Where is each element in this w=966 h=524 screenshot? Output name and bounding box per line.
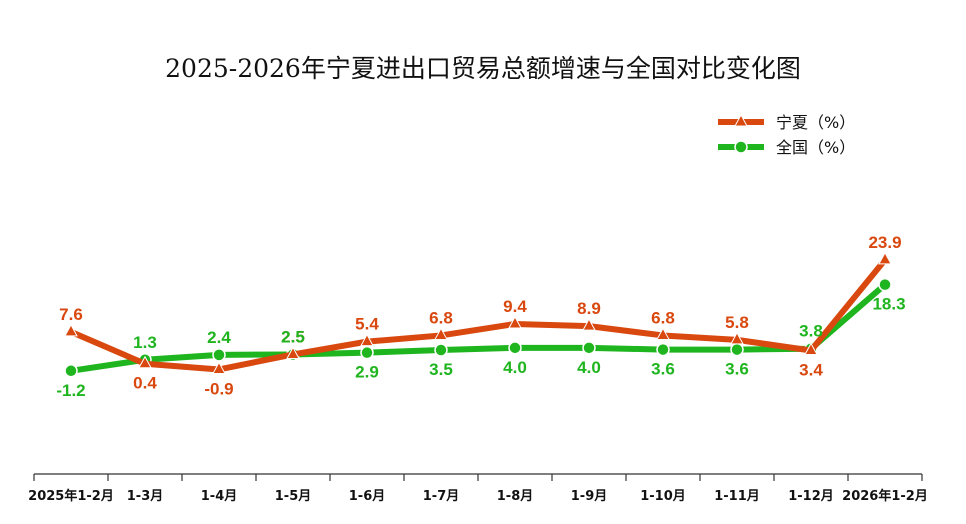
data-label-national: 18.3 <box>872 295 905 314</box>
data-label-ningxia: 7.6 <box>59 305 83 324</box>
data-label-ningxia: 23.9 <box>868 233 901 252</box>
data-label-ningxia: 6.8 <box>651 308 675 327</box>
data-label-ningxia: 2.5 <box>281 327 305 346</box>
data-label-ningxia: -0.9 <box>204 379 233 398</box>
x-tick-label: 1-8月 <box>497 489 534 504</box>
data-point-national <box>878 277 892 292</box>
data-point-national <box>656 342 670 357</box>
data-label-national: 3.5 <box>429 360 453 379</box>
data-point-ningxia <box>64 323 78 337</box>
data-label-ningxia: 0.4 <box>133 374 157 393</box>
series-line-ningxia <box>68 256 888 373</box>
data-label-ningxia: 6.8 <box>429 308 453 327</box>
data-point-national <box>212 348 226 362</box>
series-line-national <box>68 281 888 374</box>
x-tick-label: 1-7月 <box>423 489 460 504</box>
data-point-national <box>64 364 78 378</box>
data-point-ningxia <box>434 327 448 340</box>
x-tick-label: 2026年1-2月 <box>842 488 928 504</box>
data-label-national: 3.6 <box>651 360 675 379</box>
legend-item-national: 全国（%） <box>718 138 855 157</box>
legend-circle-marker <box>734 140 748 154</box>
x-tick-label: 1-12月 <box>788 489 834 504</box>
data-label-national: 4.0 <box>503 358 527 377</box>
data-point-ningxia <box>212 361 226 374</box>
data-point-national <box>730 342 744 357</box>
legend-triangle-marker <box>734 113 748 127</box>
data-label-ningxia: 8.9 <box>577 299 601 318</box>
legend-item-ningxia: 宁夏（%） <box>718 113 855 132</box>
data-label-national: 2.5 <box>281 327 305 346</box>
data-point-ningxia <box>730 331 744 345</box>
data-point-ningxia <box>582 318 596 331</box>
legend-label-national: 全国（%） <box>776 138 855 157</box>
data-point-ningxia <box>138 355 152 369</box>
data-point-ningxia <box>804 342 818 355</box>
data-labels: 7.6 0.4 -0.9 2.5 5.4 6.8 9.4 8.9 6.8 5.8 3.4 23.9 -1… <box>56 233 905 400</box>
series-lines <box>64 251 892 378</box>
x-tick-label: 1-3月 <box>127 489 164 504</box>
data-label-national: 2.4 <box>207 328 231 347</box>
x-tick-label: 1-9月 <box>571 489 608 504</box>
data-point-ningxia <box>508 315 522 329</box>
x-tick-label: 1-11月 <box>714 489 760 504</box>
x-tick-label: 1-6月 <box>349 489 386 504</box>
data-point-ningxia <box>656 327 670 340</box>
x-tick-label: 1-5月 <box>275 489 312 504</box>
data-label-national: -1.2 <box>56 381 85 400</box>
data-label-national: 1.3 <box>133 333 157 352</box>
x-axis: 2025年1-2月 1-3月 1-4月 1-5月 1-6月 1-7月 1-8月 1-9月 1-1… <box>28 473 928 504</box>
x-tick-label: 2025年1-2月 <box>28 488 114 504</box>
chart-title: 2025-2026年宁夏进出口贸易总额增速与全国对比变化图 <box>165 54 801 83</box>
legend: 宁夏（%） 全国（%） <box>718 113 855 157</box>
x-tick-label: 1-10月 <box>640 489 686 504</box>
data-point-national <box>582 341 596 355</box>
data-label-ningxia: 5.8 <box>725 313 749 332</box>
data-label-national: 4.0 <box>577 358 601 377</box>
data-label-national: 2.9 <box>355 363 379 382</box>
data-label-national: 3.6 <box>725 360 749 379</box>
x-tick-label: 1-4月 <box>201 489 238 504</box>
data-label-national: 3.8 <box>799 322 823 341</box>
data-label-ningxia: 5.4 <box>355 315 379 334</box>
data-label-ningxia: 3.4 <box>799 360 823 379</box>
data-label-ningxia: 9.4 <box>503 297 527 316</box>
data-point-ningxia <box>878 251 892 265</box>
legend-label-ningxia: 宁夏（%） <box>776 113 855 132</box>
data-point-national <box>508 341 522 355</box>
data-point-ningxia <box>286 346 300 359</box>
data-point-national <box>434 343 448 357</box>
data-point-national <box>360 345 374 360</box>
data-point-ningxia <box>360 333 374 347</box>
